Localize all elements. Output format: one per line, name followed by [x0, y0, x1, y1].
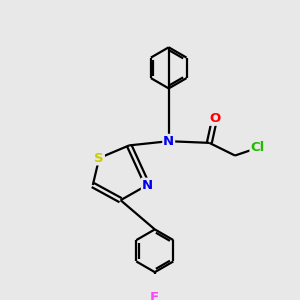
Text: Cl: Cl	[250, 141, 265, 154]
Text: O: O	[209, 112, 220, 125]
Text: S: S	[94, 152, 104, 165]
Text: N: N	[163, 135, 174, 148]
Text: F: F	[150, 291, 159, 300]
Text: N: N	[142, 178, 153, 191]
